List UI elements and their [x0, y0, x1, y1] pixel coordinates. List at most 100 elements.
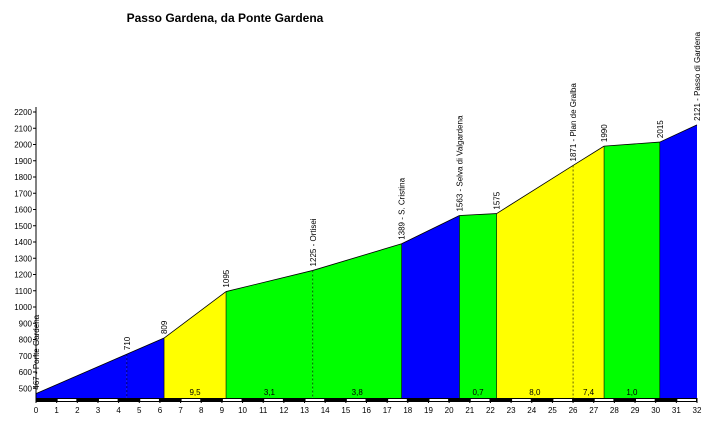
profile-segment: [604, 142, 660, 398]
profile-edge: [163, 291, 227, 339]
gradient-label: 0,7: [472, 388, 484, 397]
y-tick-label: 600: [19, 368, 33, 377]
point-label: 809: [160, 320, 169, 334]
chart-title: Passo Gardena, da Ponte Gardena: [127, 11, 324, 25]
km-strip-white: [181, 399, 201, 401]
x-tick-label: 9: [220, 406, 225, 415]
x-tick-label: 19: [424, 406, 433, 415]
km-strip-white: [470, 399, 490, 401]
x-tick-label: 23: [507, 406, 516, 415]
x-tick-label: 31: [672, 406, 681, 415]
point-label: 1225 - Ortisei: [309, 218, 318, 266]
point-label: 1563 - Selva di Valgardena: [455, 115, 464, 211]
profile-edge: [126, 337, 165, 355]
gradient-label: 3,1: [264, 388, 276, 397]
km-strip-white: [388, 399, 407, 401]
y-tick-label: 1100: [15, 287, 33, 296]
y-tick-label: 1200: [14, 271, 32, 280]
x-tick-label: 15: [341, 406, 350, 415]
x-tick-label: 22: [486, 406, 495, 415]
point-label: 1871 - Plan de Gralba: [569, 83, 578, 162]
profile-segment: [36, 354, 127, 398]
y-tick-label: 2000: [14, 141, 32, 150]
profile-segment: [659, 124, 697, 399]
x-tick-label: 14: [321, 406, 330, 415]
x-tick-label: 17: [383, 406, 392, 415]
x-tick-label: 13: [300, 406, 309, 415]
profile-edge: [312, 243, 402, 271]
y-tick-label: 700: [19, 352, 33, 361]
profile-segment: [573, 146, 605, 398]
profile-edge: [459, 213, 497, 216]
x-tick-label: 3: [96, 406, 101, 415]
x-tick-label: 11: [259, 406, 268, 415]
x-tick-label: 7: [178, 406, 183, 415]
x-tick-label: 30: [651, 406, 660, 415]
point-label: 1095: [222, 269, 231, 287]
x-tick-label: 10: [238, 406, 247, 415]
y-tick-label: 900: [19, 319, 33, 328]
profile-segment: [126, 338, 165, 398]
profile-segment: [312, 243, 402, 398]
km-strip-white: [57, 399, 77, 401]
point-label: 1990: [600, 124, 609, 142]
x-tick-label: 27: [589, 406, 598, 415]
x-tick-label: 0: [34, 406, 39, 415]
point-label: 2015: [656, 120, 665, 138]
point-label: 710: [123, 336, 132, 350]
y-tick-label: 1400: [14, 238, 32, 247]
gradient-label: 8,0: [529, 388, 541, 397]
km-strip-white: [222, 399, 242, 401]
x-tick-label: 24: [527, 406, 536, 415]
y-tick-label: 1300: [14, 254, 32, 263]
x-tick-label: 28: [610, 406, 619, 415]
point-label: 1389 - S. Cristina: [398, 177, 407, 239]
profile-edge: [659, 124, 698, 143]
km-strip-white: [636, 399, 655, 401]
y-tick-label: 2200: [14, 108, 32, 117]
km-strip-white: [429, 399, 449, 401]
gradient-label: 1,0: [626, 388, 638, 397]
x-tick-label: 21: [465, 406, 474, 415]
profile-segment: [164, 291, 227, 398]
gradient-label: 3,8: [352, 388, 364, 397]
y-tick-label: 2100: [14, 124, 32, 133]
km-strip-white: [346, 399, 366, 401]
gradient-label: 9,5: [189, 388, 201, 397]
x-tick-label: 26: [569, 406, 578, 415]
km-strip-white: [305, 399, 325, 401]
gradient-label: 7,4: [583, 388, 595, 397]
km-strip-white: [512, 399, 531, 401]
x-tick-label: 12: [279, 406, 288, 415]
profile-segment: [496, 165, 574, 398]
km-strip-white: [553, 399, 573, 401]
x-tick-label: 25: [548, 406, 557, 415]
km-strip-white: [98, 399, 118, 401]
y-tick-label: 1900: [14, 157, 32, 166]
profile-edge: [496, 165, 574, 214]
y-tick-label: 1000: [14, 303, 32, 312]
point-label: 1575: [493, 191, 502, 209]
x-tick-label: 4: [116, 406, 121, 415]
y-tick-label: 1500: [14, 222, 32, 231]
profile-segment: [459, 213, 497, 398]
y-tick-label: 800: [19, 336, 33, 345]
profile-edge: [401, 215, 460, 245]
y-tick-label: 500: [19, 384, 33, 393]
x-tick-label: 6: [158, 406, 163, 415]
km-strip-white: [677, 399, 696, 401]
y-tick-label: 1800: [14, 173, 32, 182]
x-tick-label: 8: [199, 406, 204, 415]
x-tick-label: 32: [693, 406, 702, 415]
profile-segment: [226, 270, 313, 398]
x-tick-label: 5: [137, 406, 142, 415]
profile-edge: [572, 145, 605, 166]
y-tick-label: 1700: [14, 189, 32, 198]
profile-segment: [401, 215, 460, 398]
km-strip-white: [140, 399, 159, 401]
profile-edge: [604, 141, 660, 147]
x-tick-label: 18: [403, 406, 412, 415]
x-tick-label: 1: [54, 406, 59, 415]
profile-edge: [35, 353, 128, 394]
